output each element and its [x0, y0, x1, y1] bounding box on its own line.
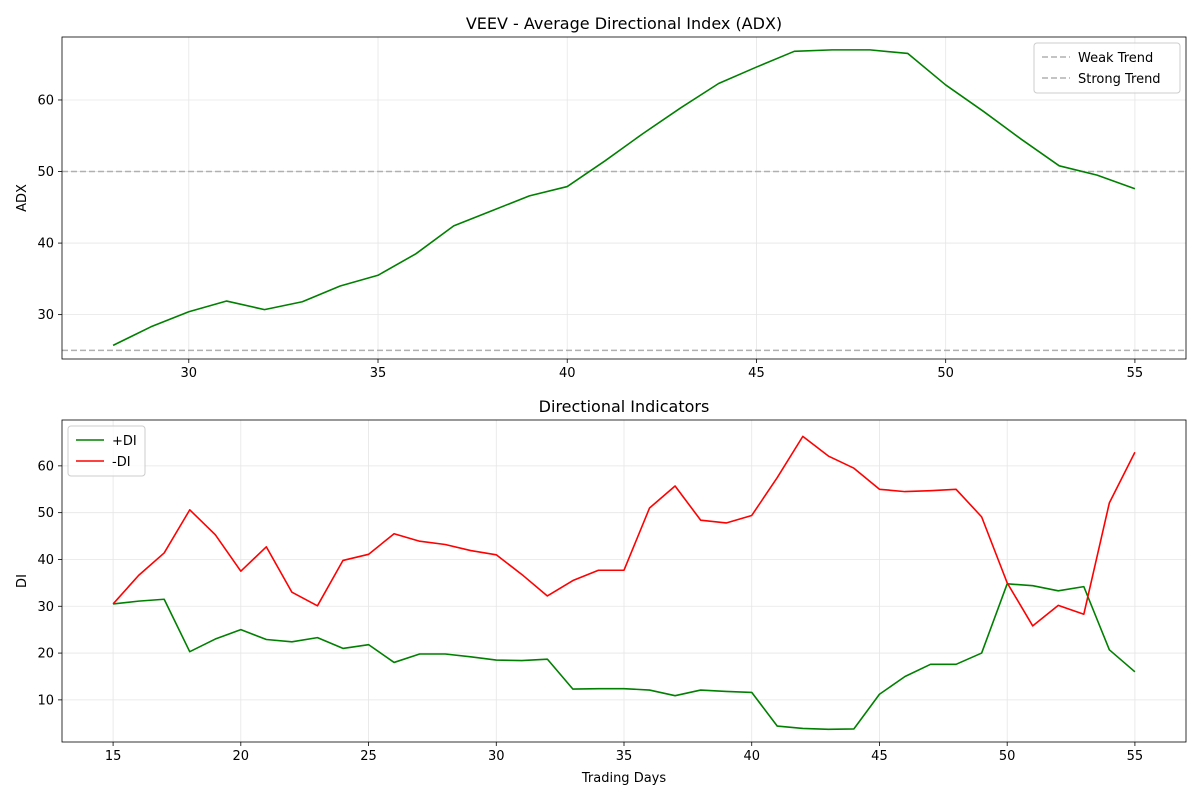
y-axis-label: DI	[15, 574, 30, 588]
y-tick-label: 30	[37, 308, 54, 323]
x-axis-label: Trading Days	[581, 771, 666, 786]
plot-frame	[61, 36, 1187, 360]
legend-label: Strong Trend	[1078, 72, 1161, 87]
y-tick-label: 10	[37, 693, 54, 708]
x-tick-label: 45	[871, 749, 888, 764]
y-tick-label: 50	[37, 506, 54, 521]
x-tick-label: 50	[937, 366, 954, 381]
x-tick-label: 30	[181, 366, 198, 381]
x-tick-label: 55	[1127, 749, 1144, 764]
y-tick-label: 60	[37, 459, 54, 474]
y-tick-label: 40	[37, 553, 54, 568]
x-tick-label: 35	[616, 749, 633, 764]
y-tick-label: 20	[37, 647, 54, 662]
y-tick-label: 50	[37, 165, 54, 180]
chart-title: Directional Indicators	[539, 397, 710, 416]
x-tick-label: 25	[360, 749, 377, 764]
series-line-minusdi	[112, 435, 1136, 627]
legend-label: Weak Trend	[1078, 51, 1153, 66]
x-tick-label: 45	[748, 366, 765, 381]
series-line-plusdi	[113, 583, 1136, 731]
x-tick-label: 35	[370, 366, 387, 381]
legend: Weak Trend Strong Trend	[1033, 42, 1181, 94]
x-tick-label: 40	[559, 366, 576, 381]
x-tick-label: 20	[233, 749, 250, 764]
chart-2: 15 20 25 30 35 40 45 50 55 10 20 30 40 50 60 Directiona…	[15, 397, 1187, 786]
y-tick-label: 40	[37, 237, 54, 252]
legend-label: +DI	[112, 434, 137, 449]
legend-box	[1033, 42, 1181, 94]
x-tick-label: 30	[488, 749, 505, 764]
x-tick-label: 55	[1127, 366, 1144, 381]
x-tick-label: 40	[743, 749, 760, 764]
x-tick-label: 15	[105, 749, 122, 764]
series-line-adx	[112, 49, 1136, 347]
legend: +DI -DI	[67, 425, 146, 477]
y-tick-label: 60	[37, 93, 54, 108]
legend-box	[67, 425, 146, 477]
chart-title: VEEV - Average Directional Index (ADX)	[466, 14, 782, 33]
legend-label: -DI	[112, 455, 131, 470]
chart-1: 30 35 40 45 50 55 30 40 50 60 VEEV - Average Direc…	[15, 14, 1187, 381]
x-tick-label: 50	[999, 749, 1016, 764]
y-axis-label: ADX	[15, 184, 30, 212]
y-tick-label: 30	[37, 600, 54, 615]
